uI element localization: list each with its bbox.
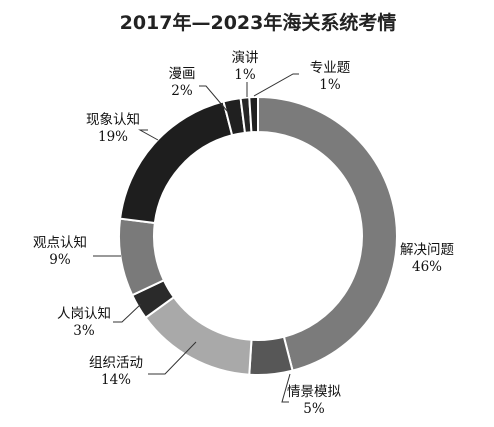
slice-label-8: 演讲 xyxy=(232,50,259,66)
slice-label-6: 现象认知 xyxy=(86,111,140,128)
slice-value-label-8: 1% xyxy=(234,67,256,83)
slice-value-label-7: 2% xyxy=(171,83,193,99)
slice-value-label-5: 9% xyxy=(49,252,71,268)
leader-line-7 xyxy=(199,85,229,113)
donut-slices xyxy=(118,95,398,377)
slice-value-label-1: 46% xyxy=(412,259,442,275)
chart-title: 2017年—2023年海关系统考情 xyxy=(120,11,397,34)
slice-label-1: 解决问题 xyxy=(400,242,454,258)
slice-value-label-3: 14% xyxy=(101,372,131,388)
slice-5 xyxy=(118,217,166,297)
slice-value-label-9: 1% xyxy=(319,77,341,93)
slice-9 xyxy=(248,95,259,134)
slice-label-5: 观点认知 xyxy=(33,234,87,251)
slice-label-9: 专业题 xyxy=(310,60,351,76)
slice-value-label-2: 5% xyxy=(303,401,325,417)
leader-line-2 xyxy=(281,373,291,403)
slice-label-2: 情景模拟 xyxy=(287,384,341,400)
leader-line-9 xyxy=(253,73,299,97)
slice-3 xyxy=(144,295,253,376)
leader-line-4 xyxy=(113,303,142,323)
slice-label-7: 漫画 xyxy=(169,66,196,82)
slice-value-label-6: 19% xyxy=(98,129,128,145)
leader-line-3 xyxy=(148,341,197,375)
slice-1 xyxy=(257,95,398,372)
slice-value-label-4: 3% xyxy=(73,323,95,339)
slice-label-4: 人岗认知 xyxy=(57,305,111,322)
slice-2 xyxy=(248,335,294,377)
leader-line-6 xyxy=(138,129,159,141)
slice-label-3: 组织活动 xyxy=(89,355,143,371)
